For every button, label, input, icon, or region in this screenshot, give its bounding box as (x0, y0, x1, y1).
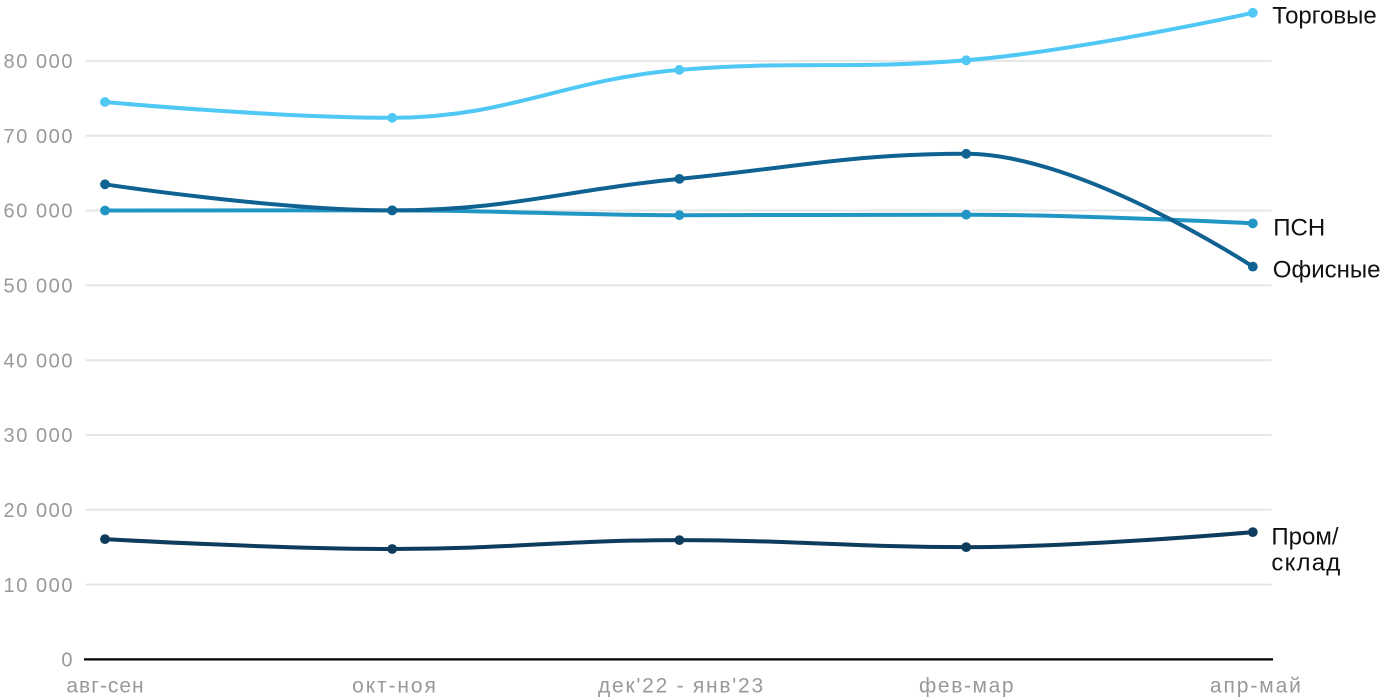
svg-text:40 000: 40 000 (4, 350, 74, 372)
svg-text:20 000: 20 000 (4, 500, 74, 522)
svg-text:дек'22 - янв'23: дек'22 - янв'23 (598, 675, 765, 698)
svg-text:80 000: 80 000 (4, 51, 74, 73)
svg-text:10 000: 10 000 (4, 575, 74, 597)
svg-text:Офисные: Офисные (1273, 257, 1381, 284)
svg-text:фев-мар: фев-мар (919, 675, 1015, 698)
svg-text:ПСН: ПСН (1273, 215, 1325, 242)
svg-text:Пром/: Пром/ (1271, 523, 1338, 550)
svg-text:авг-сен: авг-сен (66, 675, 144, 698)
svg-text:0: 0 (61, 650, 74, 672)
svg-text:Торговые: Торговые (1272, 3, 1376, 30)
svg-text:70 000: 70 000 (4, 126, 74, 148)
svg-text:60 000: 60 000 (4, 201, 74, 223)
svg-text:50 000: 50 000 (4, 276, 74, 298)
svg-text:окт-ноя: окт-ноя (352, 675, 438, 698)
svg-text:30 000: 30 000 (4, 425, 74, 447)
svg-text:апр-май: апр-май (1210, 675, 1303, 698)
svg-text:склад: склад (1271, 549, 1341, 576)
